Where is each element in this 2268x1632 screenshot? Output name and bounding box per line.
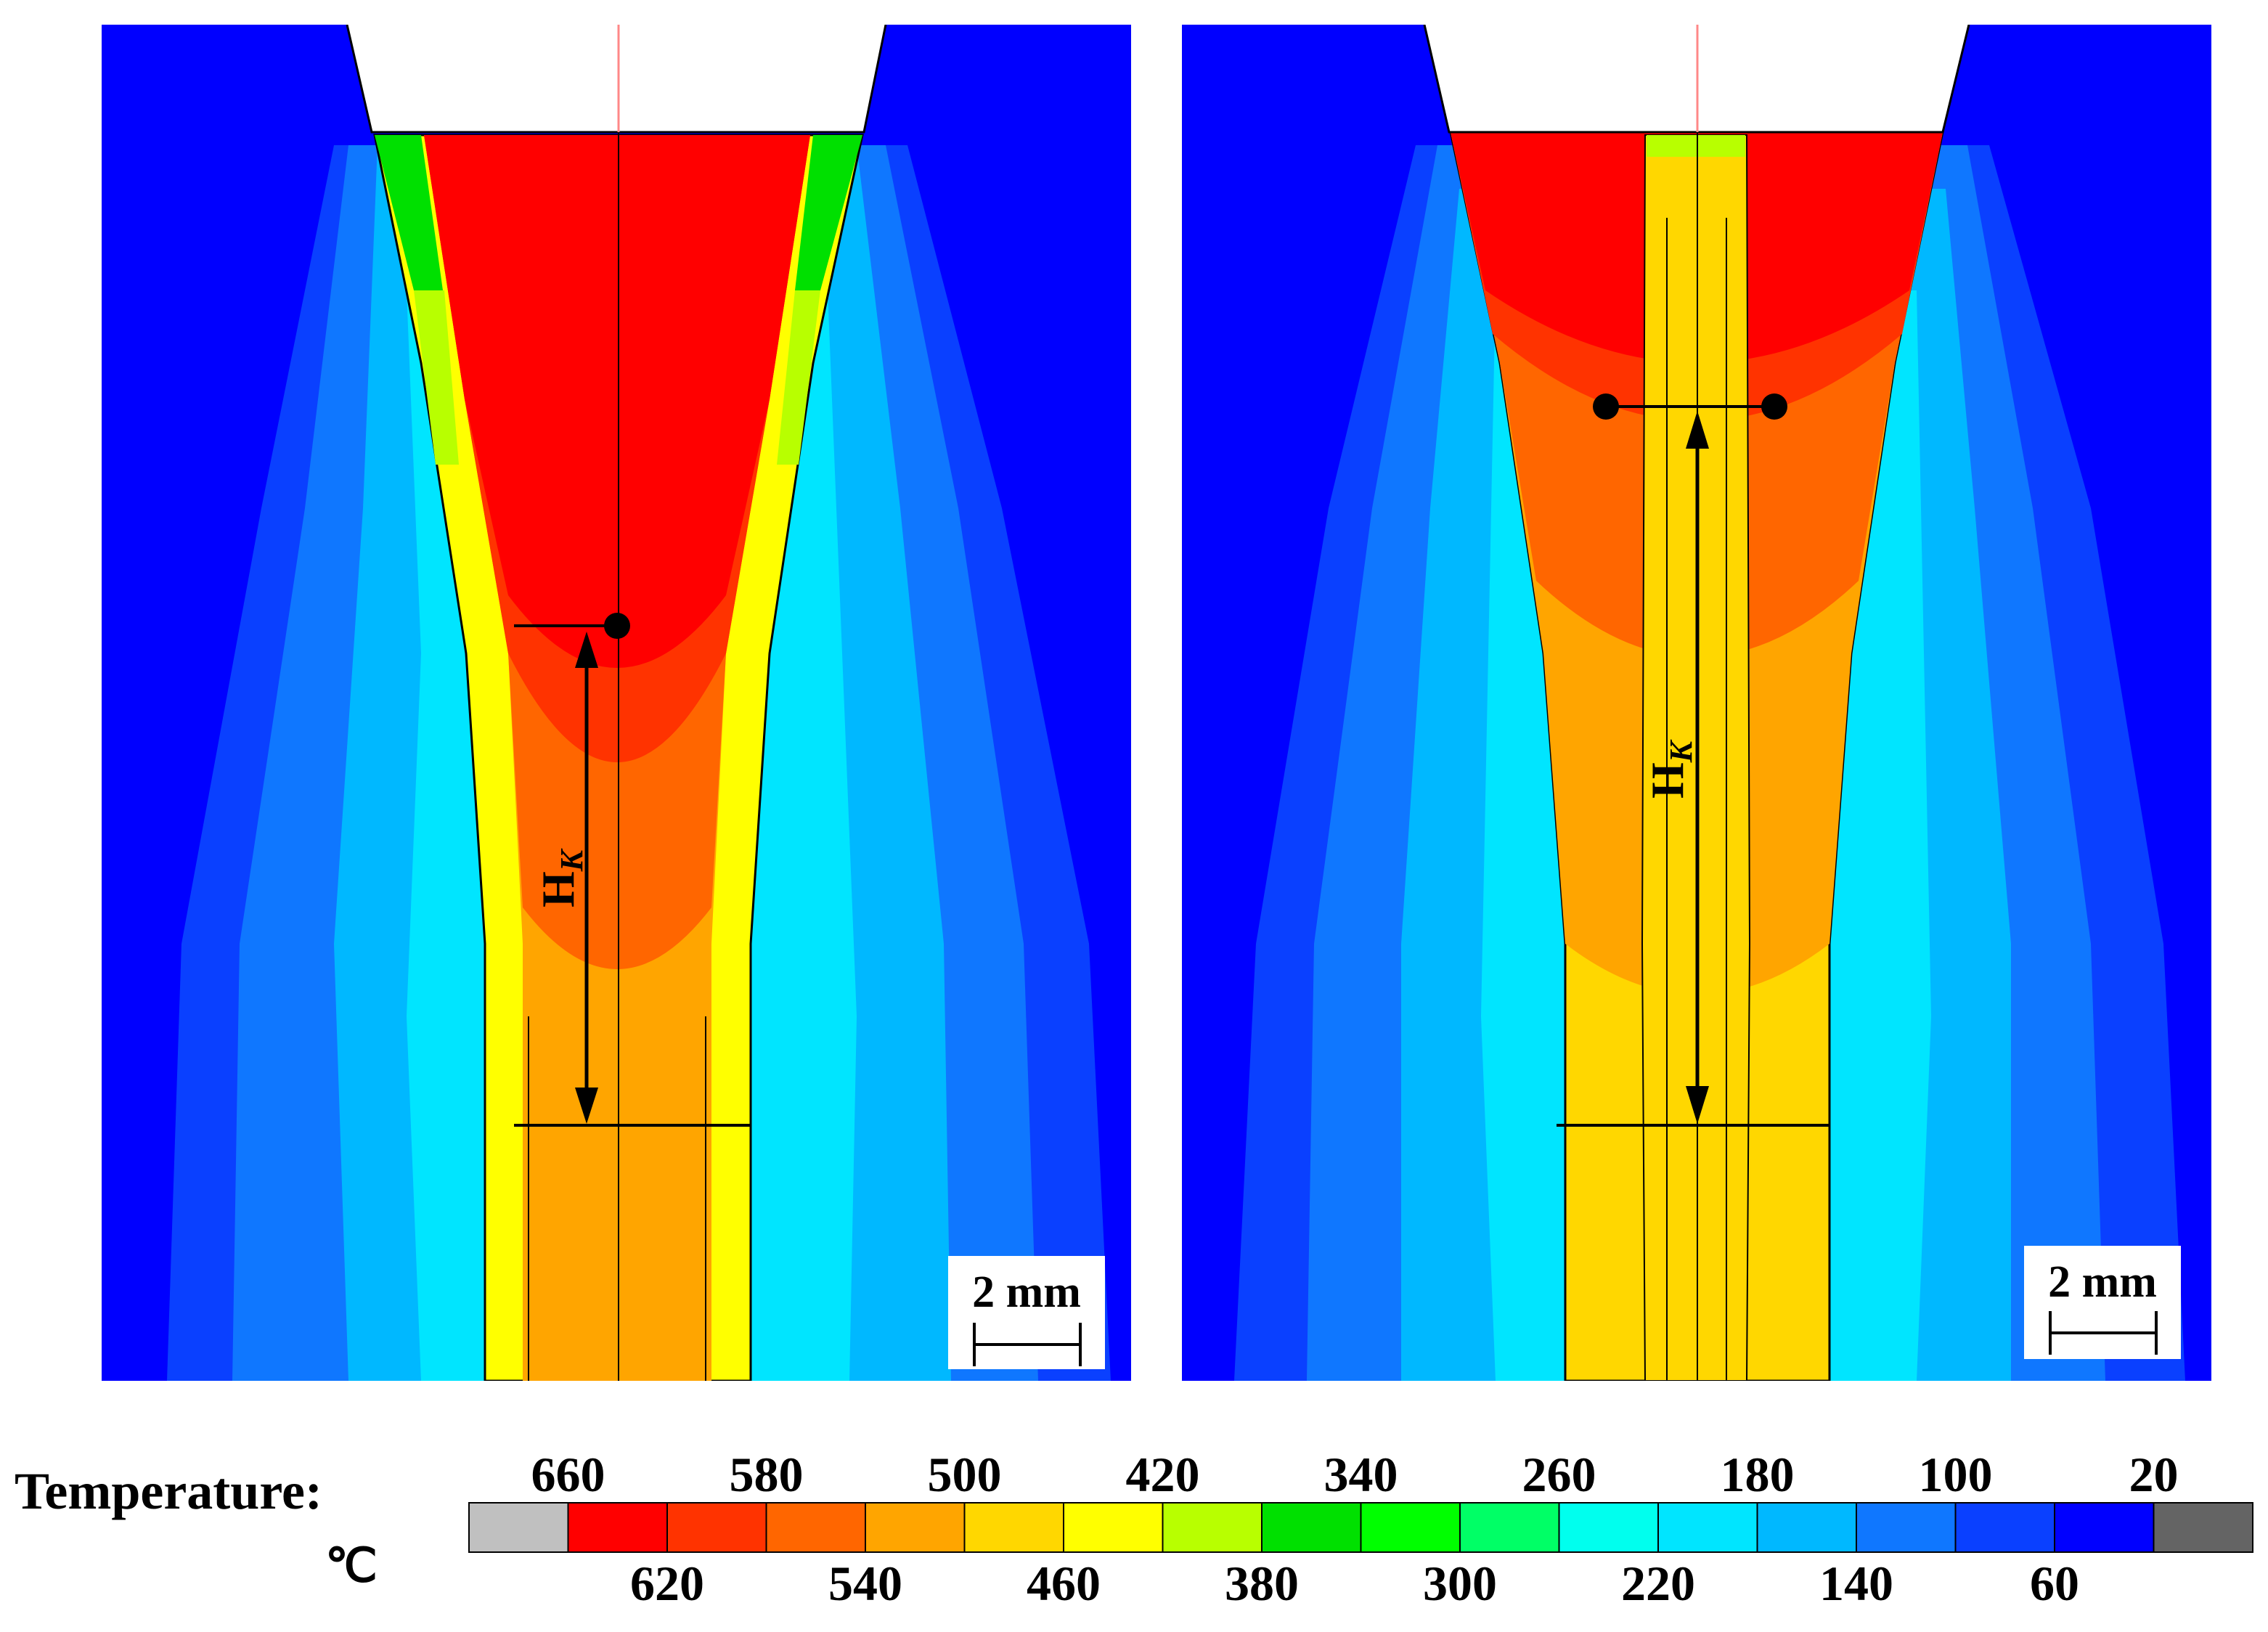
legend-bottom-tick: 620 bbox=[630, 1556, 704, 1611]
right-scale-label: 2 mm bbox=[2048, 1257, 2157, 1307]
legend-swatch bbox=[1459, 1502, 1560, 1553]
legend-swatch bbox=[666, 1502, 767, 1553]
legend-top-tick: 580 bbox=[730, 1447, 804, 1502]
right-panel: HK 2 mm bbox=[1182, 25, 2211, 1381]
legend-unit: ℃ bbox=[325, 1540, 378, 1591]
legend-swatch bbox=[468, 1502, 569, 1553]
legend-swatch bbox=[1261, 1502, 1362, 1553]
legend-swatch bbox=[865, 1502, 966, 1553]
legend-top-tick: 100 bbox=[1919, 1447, 1993, 1502]
legend-swatches bbox=[468, 1502, 2253, 1553]
legend-swatch bbox=[1558, 1502, 1659, 1553]
right-hk-label: HK bbox=[1641, 739, 1699, 799]
legend-top-tick: 180 bbox=[1721, 1447, 1795, 1502]
legend-bottom-tick: 540 bbox=[828, 1556, 902, 1611]
left-groove-lime-left bbox=[414, 290, 459, 465]
left-scale-label: 2 mm bbox=[972, 1268, 1081, 1317]
legend: Temperature: ℃ 660 580 500 420 340 260 180 100 2… bbox=[15, 1447, 2253, 1611]
legend-bottom-tick: 220 bbox=[1621, 1556, 1695, 1611]
legend-swatch bbox=[2153, 1502, 2253, 1553]
right-hk-arrow-down bbox=[1686, 1086, 1709, 1124]
right-wire-tip bbox=[1647, 135, 1745, 157]
legend-bottom-tick: 380 bbox=[1225, 1556, 1299, 1611]
legend-top-tick: 260 bbox=[1522, 1447, 1596, 1502]
legend-bottom-ticks: 620 540 460 380 300 220 140 60 bbox=[630, 1556, 2079, 1611]
legend-swatch bbox=[1063, 1502, 1164, 1553]
legend-swatch bbox=[2054, 1502, 2155, 1553]
left-groove-opening bbox=[347, 25, 886, 132]
left-hk-label: HK bbox=[532, 848, 590, 907]
legend-swatch bbox=[1756, 1502, 1857, 1553]
legend-top-ticks: 660 580 500 420 340 260 180 100 20 bbox=[531, 1447, 2179, 1502]
legend-swatch bbox=[1360, 1502, 1461, 1553]
legend-top-tick: 660 bbox=[531, 1447, 605, 1502]
legend-bottom-tick: 460 bbox=[1027, 1556, 1101, 1611]
left-core-red bbox=[424, 135, 810, 668]
legend-bottom-tick: 60 bbox=[2030, 1556, 2079, 1611]
legend-swatch bbox=[567, 1502, 668, 1553]
legend-title: Temperature: bbox=[15, 1462, 322, 1520]
right-groove-outline bbox=[1423, 25, 1970, 134]
left-hk-arrow-up bbox=[575, 632, 598, 668]
left-groove-green-left bbox=[375, 135, 443, 290]
legend-swatch bbox=[963, 1502, 1064, 1553]
legend-swatch bbox=[1657, 1502, 1758, 1553]
right-hk-arrow-up bbox=[1686, 411, 1709, 449]
legend-bottom-tick: 300 bbox=[1423, 1556, 1497, 1611]
left-groove-green-right bbox=[795, 135, 862, 290]
legend-top-tick: 420 bbox=[1126, 1447, 1200, 1502]
legend-swatch bbox=[1954, 1502, 2055, 1553]
legend-top-tick: 500 bbox=[928, 1447, 1002, 1502]
left-panel: HK 2 mm bbox=[102, 25, 1131, 1381]
left-hk-arrow-down bbox=[575, 1088, 598, 1124]
legend-top-tick: 20 bbox=[2129, 1447, 2179, 1502]
left-groove-lime-right bbox=[777, 290, 820, 465]
legend-bottom-tick: 140 bbox=[1819, 1556, 1893, 1611]
legend-swatch bbox=[1856, 1502, 1957, 1553]
legend-top-tick: 340 bbox=[1324, 1447, 1398, 1502]
legend-swatch bbox=[765, 1502, 866, 1553]
legend-swatch bbox=[1162, 1502, 1263, 1553]
